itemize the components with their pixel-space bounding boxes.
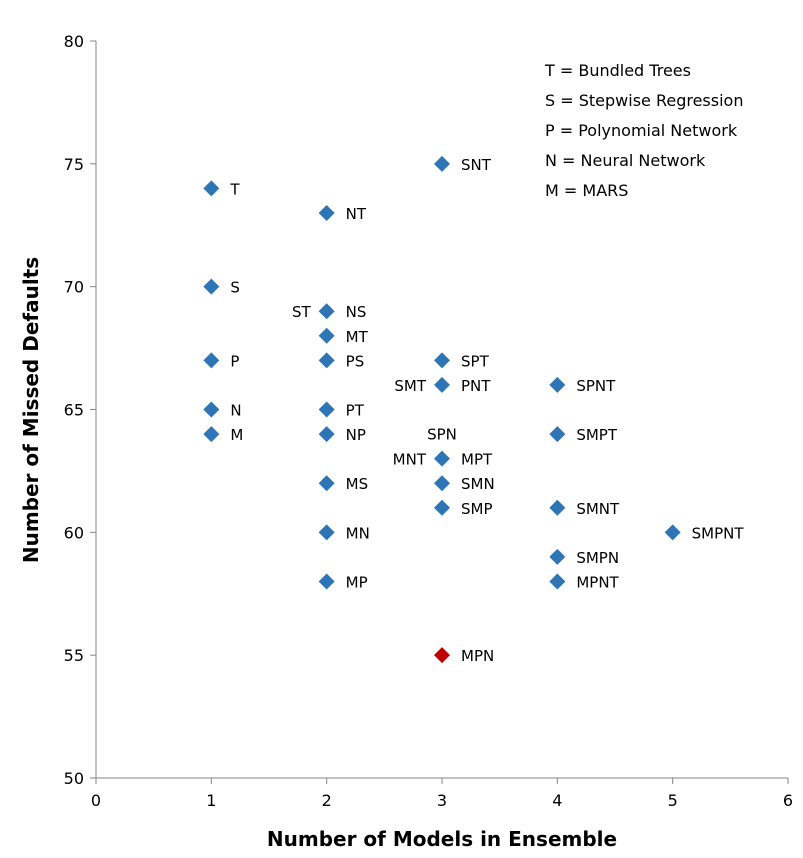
data-label: SMN bbox=[461, 475, 495, 493]
legend-entry: S = Stepwise Regression bbox=[545, 91, 743, 110]
y-tick-label: 50 bbox=[64, 769, 84, 788]
x-axis-title: Number of Models in Ensemble bbox=[267, 827, 617, 851]
data-label: S bbox=[230, 279, 240, 297]
data-label: N bbox=[230, 402, 241, 420]
data-label: NP bbox=[346, 426, 366, 444]
data-point bbox=[203, 278, 220, 295]
data-label: MPT bbox=[461, 451, 493, 469]
y-tick-label: 70 bbox=[64, 278, 84, 297]
y-tick-label: 55 bbox=[64, 646, 84, 665]
legend-entry: M = MARS bbox=[545, 181, 628, 200]
data-point bbox=[318, 426, 335, 443]
data-point bbox=[318, 524, 335, 541]
x-tick-label: 5 bbox=[668, 791, 678, 810]
data-label: SPNT bbox=[576, 377, 616, 395]
legend-entry: P = Polynomial Network bbox=[545, 121, 738, 140]
data-point bbox=[318, 327, 335, 344]
data-point bbox=[203, 401, 220, 418]
data-point bbox=[318, 352, 335, 369]
legend-entry: T = Bundled Trees bbox=[544, 61, 691, 80]
data-point bbox=[203, 426, 220, 443]
data-point bbox=[434, 499, 450, 516]
y-tick-label: 60 bbox=[64, 523, 84, 542]
data-label: SMP bbox=[461, 500, 493, 518]
data-point bbox=[318, 401, 335, 418]
y-tick-label: 75 bbox=[64, 155, 84, 174]
data-point bbox=[549, 426, 566, 443]
x-tick-label: 3 bbox=[437, 791, 447, 810]
data-point bbox=[203, 352, 220, 369]
data-label: PT bbox=[346, 402, 365, 420]
data-label: SMPNT bbox=[692, 524, 745, 542]
data-point bbox=[549, 573, 566, 590]
data-label: SPN bbox=[427, 426, 457, 444]
data-label: SMNT bbox=[576, 500, 620, 518]
data-label: MP bbox=[346, 573, 368, 591]
x-tick-label: 6 bbox=[783, 791, 793, 810]
data-label: NS bbox=[346, 303, 367, 321]
data-label: MN bbox=[346, 524, 370, 542]
legend-entry: N = Neural Network bbox=[545, 151, 706, 170]
data-point bbox=[434, 475, 450, 492]
data-label: ST bbox=[292, 303, 312, 321]
y-tick-label: 80 bbox=[64, 32, 84, 51]
x-tick-label: 1 bbox=[206, 791, 216, 810]
data-label: SNT bbox=[461, 156, 492, 174]
axes: 50 55 60 65 70 75 80 0 1 2 3 4 5 6 bbox=[64, 32, 793, 810]
data-label: T bbox=[229, 180, 240, 198]
data-point bbox=[318, 204, 335, 221]
data-point bbox=[318, 475, 335, 492]
legend: T = Bundled Trees S = Stepwise Regression… bbox=[544, 61, 743, 200]
data-label: SPT bbox=[461, 352, 490, 370]
x-tick-label: 2 bbox=[322, 791, 332, 810]
x-tick-label: 4 bbox=[552, 791, 562, 810]
data-label: MPN bbox=[461, 647, 494, 665]
data-label: MNT bbox=[393, 451, 427, 469]
data-label: PNT bbox=[461, 377, 491, 395]
data-point bbox=[549, 548, 566, 565]
data-point bbox=[434, 155, 450, 172]
data-label: SMPT bbox=[576, 426, 618, 444]
data-point bbox=[434, 450, 450, 467]
data-label: MT bbox=[346, 328, 369, 346]
data-label: P bbox=[230, 352, 239, 370]
data-point bbox=[549, 376, 566, 393]
data-label: NT bbox=[346, 205, 367, 223]
data-label: SMT bbox=[394, 377, 426, 395]
x-tick-label: 0 bbox=[91, 791, 101, 810]
data-label: SMPN bbox=[576, 549, 619, 567]
data-point bbox=[549, 499, 566, 516]
data-point bbox=[434, 352, 450, 369]
y-axis-title: Number of Missed Defaults bbox=[19, 257, 43, 563]
data-label: MPNT bbox=[576, 573, 619, 591]
data-point bbox=[318, 573, 335, 590]
data-label: MS bbox=[346, 475, 368, 493]
data-point bbox=[434, 376, 450, 393]
data-label: M bbox=[230, 426, 243, 444]
data-point bbox=[203, 180, 220, 197]
data-points: TSPNMNTNSSTMTPSPTNPMSMNMPSNTSPTPNTSMTSPN… bbox=[203, 155, 745, 665]
data-point bbox=[318, 303, 335, 320]
data-point bbox=[434, 647, 450, 664]
y-tick-label: 65 bbox=[64, 401, 84, 420]
data-label: PS bbox=[346, 352, 365, 370]
data-point bbox=[664, 524, 681, 541]
